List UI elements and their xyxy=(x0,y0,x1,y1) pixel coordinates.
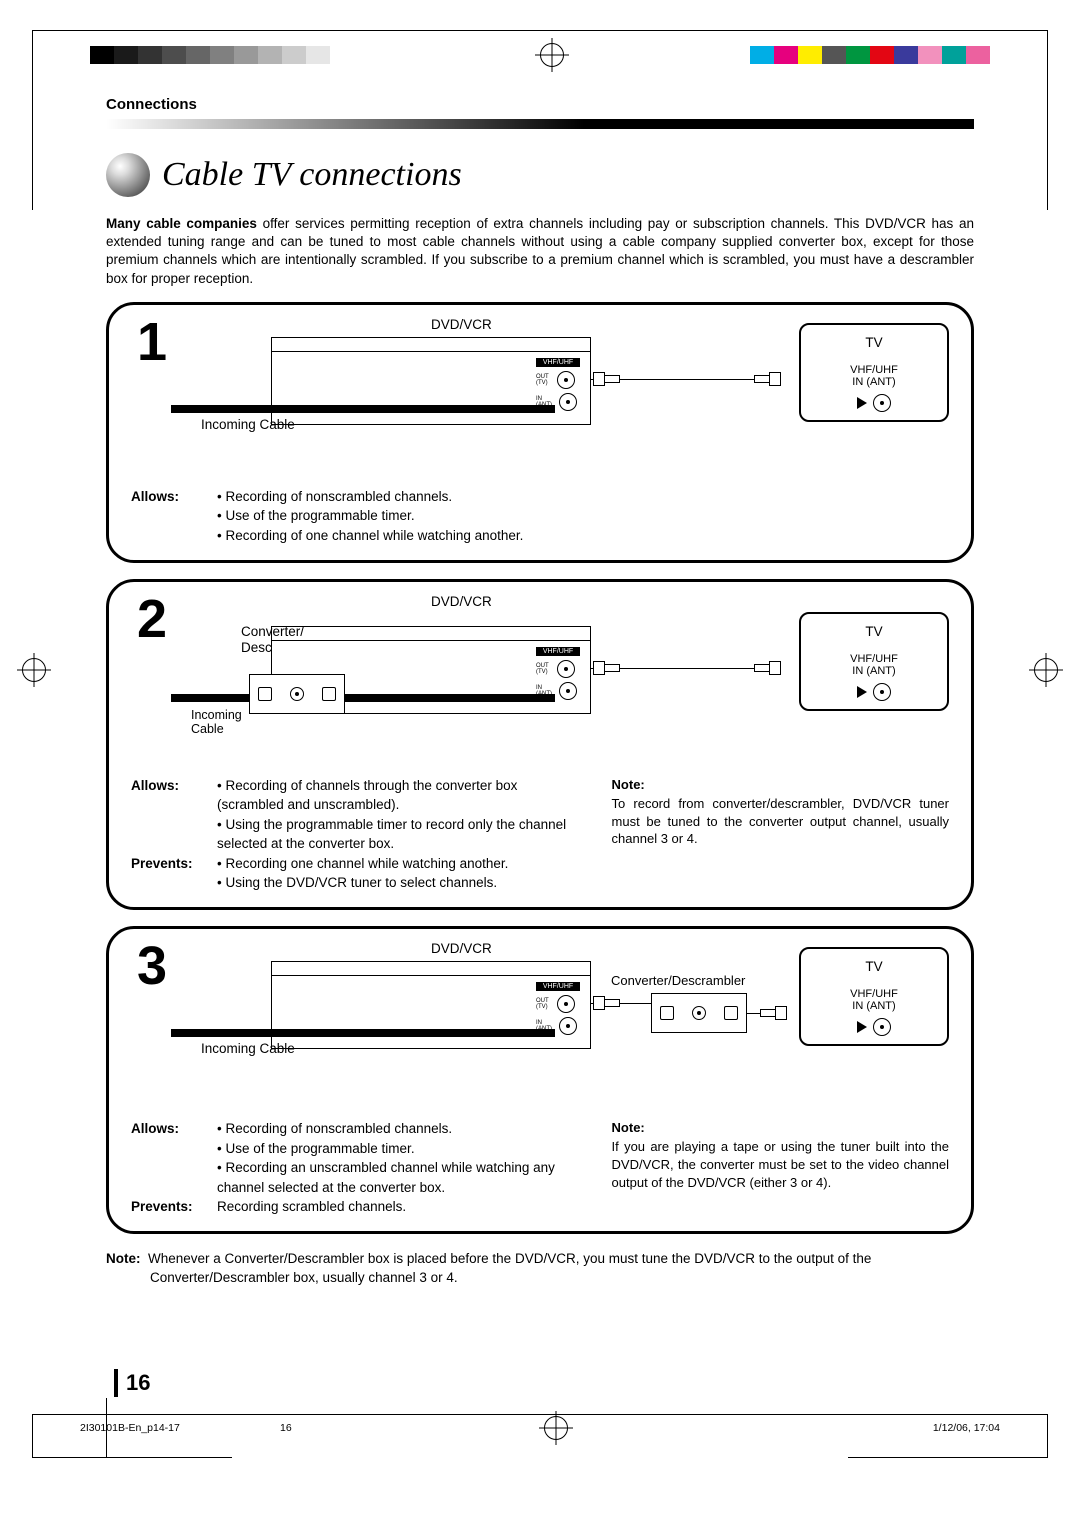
inant-label: IN (ANT) xyxy=(809,376,939,388)
panel3-prevents: Recording scrambled channels. xyxy=(217,1197,588,1217)
page-number: 16 xyxy=(126,1370,150,1396)
panel-1: 1 DVD/VCR VHF/UHF OUT(TV) IN(ANT) Incomi… xyxy=(106,302,974,563)
incoming-cable-label-3: Incoming Cable xyxy=(201,1041,295,1056)
footer-pg: 16 xyxy=(280,1422,292,1434)
footer-file: 2I30101B-En_p14-17 xyxy=(80,1422,180,1434)
panel3-allows-list: Recording of nonscrambled channels.Use o… xyxy=(217,1119,588,1197)
conv-inline-label: Converter/Descrambler xyxy=(611,973,745,988)
note-head-2: Note: xyxy=(612,776,949,794)
header-rule xyxy=(106,119,974,129)
panel-2: 2 DVD/VCR Converter/ Descrambler VHF/UHF… xyxy=(106,579,974,910)
page-content: Connections Cable TV connections Many ca… xyxy=(106,96,974,1348)
panel2-prevents-list: Recording one channel while watching ano… xyxy=(217,854,588,893)
dvdvcr-label-3: DVD/VCR xyxy=(431,941,492,956)
footer-meta: 2I30101B-En_p14-17 16 1/12/06, 17:04 xyxy=(80,1416,1000,1440)
note-text-3: If you are playing a tape or using the t… xyxy=(612,1138,949,1191)
panel-3: 3 DVD/VCR VHF/UHF OUT(TV) IN(ANT) Incomi… xyxy=(106,926,974,1234)
section-header: Connections xyxy=(106,96,974,113)
incoming-cable-label: Incoming Cable xyxy=(201,417,295,432)
tv-box-3: TV VHF/UHF IN (ANT) xyxy=(799,947,949,1046)
bottom-note: Note: Whenever a Converter/Descrambler b… xyxy=(106,1250,974,1288)
panel2-allows-list: Recording of channels through the conver… xyxy=(217,776,588,854)
sphere-icon xyxy=(106,153,150,197)
incoming-label: Incoming xyxy=(191,708,242,722)
panel-3-num: 3 xyxy=(137,935,167,997)
tv-box: TV VHF/UHF IN (ANT) xyxy=(799,323,949,422)
note-text-2: To record from converter/descrambler, DV… xyxy=(612,795,949,848)
vhfuhf-label: VHF/UHF xyxy=(809,364,939,376)
panel-1-num: 1 xyxy=(137,311,167,373)
dvdvcr-label-2: DVD/VCR xyxy=(431,594,492,609)
page-title: Cable TV connections xyxy=(162,156,462,194)
dvdvcr-label: DVD/VCR xyxy=(431,317,492,332)
tv-label: TV xyxy=(809,335,939,350)
panel1-allows-list: Recording of nonscrambled channels.Use o… xyxy=(217,487,949,546)
tv-box-2: TV VHF/UHF IN (ANT) xyxy=(799,612,949,711)
reg-mark-icon xyxy=(544,1416,568,1440)
page-number-row: 16 xyxy=(106,1368,150,1398)
note-head-3: Note: xyxy=(612,1119,949,1137)
allows-label: Allows: xyxy=(131,487,209,546)
cable-label: Cable xyxy=(191,722,224,736)
panel-2-num: 2 xyxy=(137,588,167,650)
intro-paragraph: Many cable companies offer services perm… xyxy=(106,215,974,288)
intro-bold: Many cable companies xyxy=(106,216,257,231)
footer-timestamp: 1/12/06, 17:04 xyxy=(933,1422,1000,1434)
